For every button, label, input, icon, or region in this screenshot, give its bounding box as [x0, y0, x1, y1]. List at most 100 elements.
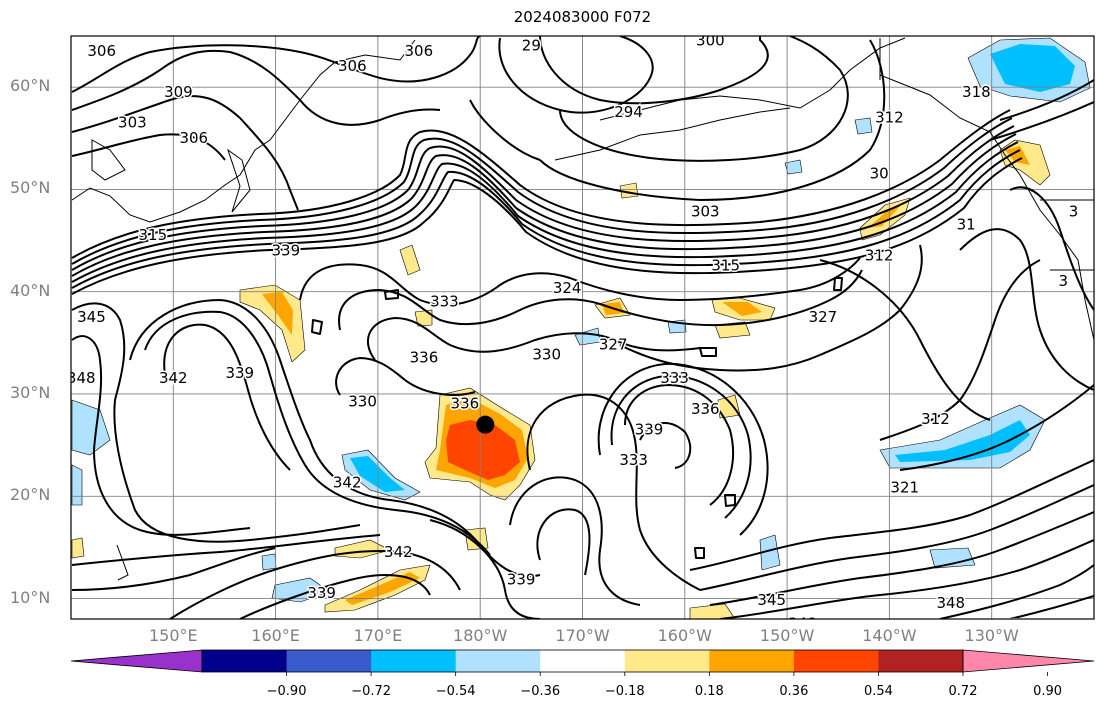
colorbar-swatch: [371, 650, 457, 672]
longitude-label: 160°W: [657, 626, 712, 645]
contour-value-label: 330: [348, 393, 377, 411]
contour-value-label: 294: [614, 103, 643, 121]
negative-anomaly-light: [574, 327, 601, 346]
positive-anomaly-medium: [868, 206, 900, 228]
contour-value-label: 29: [522, 37, 541, 55]
contour-value-label: 318: [962, 83, 991, 101]
contour-value-label: 30: [870, 165, 889, 183]
plot-frame: [70, 35, 1095, 620]
colorbar-tick-label: −0.90: [266, 684, 307, 699]
contour-value-label: 336: [451, 395, 480, 413]
colorbar-tick-label: −0.36: [520, 684, 561, 699]
contour-value-label: 345: [757, 591, 786, 609]
positive-anomaly-light: [71, 537, 85, 559]
contour-value-label: 3: [1059, 272, 1069, 290]
colorbar-tick-label: −0.54: [435, 684, 476, 699]
positive-anomaly-medium: [262, 292, 293, 335]
colorbar-swatch: [286, 650, 372, 672]
contour-value-label: 309: [164, 83, 193, 101]
positive-anomaly-light: [689, 603, 736, 619]
contour-value-label: 315: [711, 257, 740, 275]
colorbar-swatch: [455, 650, 541, 672]
contour-value-label: 327: [809, 308, 838, 326]
contour-value-label: 348: [788, 615, 817, 633]
contour-value-label: 312: [875, 108, 904, 126]
colorbar-tick-label: 0.90: [1033, 684, 1063, 699]
latitude-label: 60°N: [10, 76, 51, 96]
latitude-label: 20°N: [10, 485, 51, 505]
contour-value-label: 339: [225, 364, 254, 382]
contour-value-label: 306: [87, 42, 116, 60]
contour-value-label: 321: [890, 479, 919, 497]
colorbar-frame: [201, 649, 964, 673]
latitude-label: 50°N: [10, 178, 51, 198]
positive-anomaly-medium: [722, 302, 762, 316]
colorbar-tick-label: 0.36: [779, 684, 809, 699]
contour-value-label: 348: [936, 594, 965, 612]
contour-value-label: 342: [1018, 625, 1047, 643]
positive-anomaly-light: [334, 539, 391, 559]
negative-anomaly-light: [854, 117, 873, 135]
contour-value-label: 333: [619, 451, 648, 469]
longitude-label: 170°W: [555, 626, 610, 645]
longitude-label: 140°W: [862, 626, 917, 645]
latitude-label: 10°N: [10, 587, 51, 607]
contour-value-label: 330: [532, 346, 561, 364]
map-title: 2024083000 F072: [513, 8, 652, 26]
colorbar: [70, 649, 1095, 676]
contour-value-label: 3: [1069, 202, 1079, 220]
positive-anomaly-strong: [446, 420, 520, 480]
contour-value-label: 315: [139, 226, 168, 244]
positive-anomaly-medium: [1005, 146, 1030, 165]
latitude-label: 30°N: [10, 382, 51, 402]
coastlines: [71, 37, 1094, 581]
negative-anomaly-medium: [895, 420, 1030, 462]
negative-anomaly-light: [71, 464, 83, 506]
contour-value-label: 303: [118, 113, 147, 131]
contour-value-label: 333: [660, 369, 689, 387]
positive-anomaly-light: [464, 527, 489, 551]
contour-value-label: 339: [507, 571, 536, 589]
colorbar-tick-label: 0.54: [863, 684, 893, 699]
colorbar-swatch: [878, 650, 964, 672]
contour-value-label: 339: [307, 584, 336, 602]
contour-value-label: 303: [691, 202, 720, 220]
contour-value-label: 312: [865, 246, 894, 264]
contour-value-label: 342: [333, 473, 362, 491]
longitude-label: 170°E: [353, 626, 403, 645]
contour-value-label: 327: [599, 335, 628, 353]
longitude-label: 150°W: [759, 626, 815, 645]
negative-anomaly-medium: [990, 44, 1075, 92]
contour-value-label: 345: [77, 308, 106, 326]
negative-anomaly-light: [759, 534, 781, 571]
contour-value-label: 312: [921, 410, 950, 428]
contour-value-label: 345: [993, 617, 1022, 635]
positive-anomaly-medium: [345, 572, 420, 605]
colorbar-swatch: [793, 650, 879, 672]
contour-value-label: 306: [404, 42, 433, 60]
contour-value-label: 336: [410, 349, 439, 367]
contour-value-label: 342: [159, 369, 188, 387]
contour-value-label: 342: [384, 543, 413, 561]
negative-anomaly-light: [71, 399, 111, 456]
positive-anomaly-light: [399, 244, 421, 276]
contour-value-label: 348: [67, 369, 96, 387]
longitude-label: 160°E: [251, 626, 300, 645]
contour-value-label: 339: [272, 241, 301, 259]
longitude-label: 180°W: [453, 626, 508, 645]
contour-value-label: 300: [696, 32, 725, 50]
colorbar-swatch: [709, 650, 795, 672]
contour-value-label: 306: [338, 57, 367, 75]
contour-value-label: 339: [635, 420, 664, 438]
colorbar-swatch: [624, 650, 710, 672]
negative-anomaly-light: [261, 553, 277, 571]
colorbar-tick-label: −0.72: [351, 684, 392, 699]
longitude-label: 150°E: [148, 626, 198, 645]
colorbar-tick-label: −0.18: [604, 684, 645, 699]
storm-center-marker: [476, 415, 495, 434]
contour-value-label: 31: [957, 216, 976, 234]
colorbar-swatch: [540, 650, 626, 672]
colorbar-swatch: [202, 650, 288, 672]
